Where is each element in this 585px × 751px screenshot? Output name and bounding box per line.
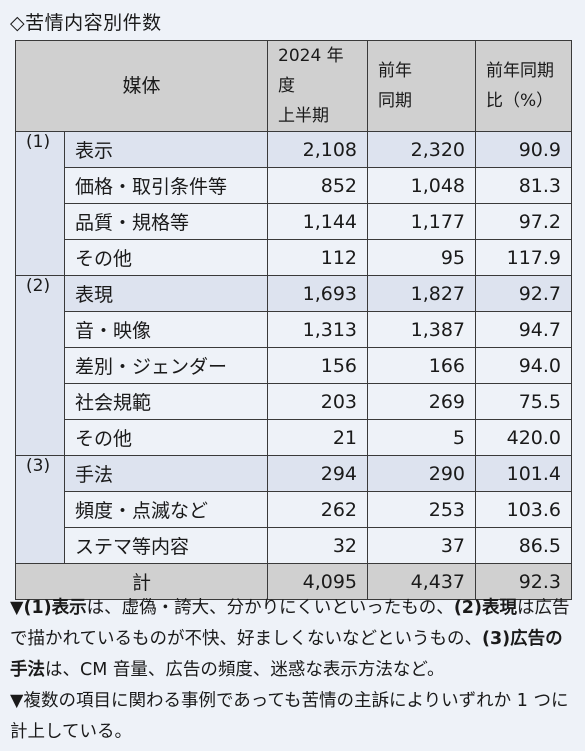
cell-current: 1,693 xyxy=(267,275,369,312)
cell-previous: 269 xyxy=(367,383,477,420)
header-current: 2024 年度 上半期 xyxy=(267,40,369,132)
total-row: 計 4,095 4,437 92.3 xyxy=(14,563,573,600)
note-text: は広告で描かれているものが不快、好ましくないなどというもの、 xyxy=(10,598,570,649)
cell-previous: 5 xyxy=(367,419,477,456)
row-label: ステマ等内容 xyxy=(63,527,269,564)
footnote-2: ▼複数の項目に関わる事例であっても苦情の主訴によりいずれか 1 つに計上している… xyxy=(10,691,569,742)
table-row: その他 112 95 117.9 xyxy=(16,239,573,276)
cell-ratio: 92.7 xyxy=(475,275,573,312)
cell-ratio: 86.5 xyxy=(475,527,573,564)
cell-previous: 253 xyxy=(367,491,477,528)
cell-ratio: 90.9 xyxy=(475,131,573,168)
total-previous: 4,437 xyxy=(367,563,477,600)
cell-ratio: 101.4 xyxy=(475,455,573,492)
table-row: その他 21 5 420.0 xyxy=(16,419,573,456)
cell-ratio: 420.0 xyxy=(475,419,573,456)
table-title: ◇苦情内容別件数 xyxy=(10,12,162,34)
header-ratio: 前年同期 比（%） xyxy=(475,40,573,132)
cell-current: 852 xyxy=(267,167,369,204)
category-row: (3) 手法 294 290 101.4 xyxy=(15,455,573,564)
header-previous: 前年 同期 xyxy=(367,40,477,132)
row-label: 差別・ジェンダー xyxy=(63,347,269,384)
header-ratio-line2: 比（%） xyxy=(486,91,554,111)
table-row: 社会規範 203 269 75.5 xyxy=(16,383,573,420)
cell-ratio: 97.2 xyxy=(475,203,573,240)
header-current-line2: 上半期 xyxy=(278,106,330,126)
row-label: その他 xyxy=(63,419,269,456)
table-row: 頻度・点滅など 262 253 103.6 xyxy=(16,491,573,528)
footnote-marker: ▼ xyxy=(10,598,24,618)
table-row: 差別・ジェンダー 156 166 94.0 xyxy=(16,347,573,384)
category-label: 表現 xyxy=(63,275,269,312)
cell-ratio: 81.3 xyxy=(475,167,573,204)
cell-previous: 1,048 xyxy=(367,167,477,204)
table-row: 品質・規格等 1,144 1,177 97.2 xyxy=(16,203,573,240)
cell-previous: 290 xyxy=(367,455,477,492)
note-term-expression: (2)表現 xyxy=(453,598,517,618)
row-label: 音・映像 xyxy=(63,311,269,348)
cell-current: 1,144 xyxy=(267,203,369,240)
cell-current: 112 xyxy=(267,239,369,276)
total-label: 計 xyxy=(14,563,269,600)
note-text: は、CM 音量、広告の頻度、迷惑な表示方法など。 xyxy=(45,660,445,680)
cell-current: 203 xyxy=(267,383,369,420)
category-row: (2) 表現 1,693 1,827 92.7 xyxy=(15,275,573,456)
cell-ratio: 94.0 xyxy=(475,347,573,384)
cell-ratio: 94.7 xyxy=(475,311,573,348)
footnote-1: ▼(1)表示は、虚偽・誇大、分かりにくいといったもの、(2)表現は広告で描かれて… xyxy=(10,593,580,686)
cell-current: 294 xyxy=(267,455,369,492)
group-index: (3) xyxy=(15,455,65,564)
cell-current: 2,108 xyxy=(267,131,369,168)
row-label: 頻度・点滅など xyxy=(63,491,269,528)
footnotes: ▼(1)表示は、虚偽・誇大、分かりにくいといったもの、(2)表現は広告で描かれて… xyxy=(10,593,580,748)
cell-current: 32 xyxy=(267,527,369,564)
row-label: 価格・取引条件等 xyxy=(63,167,269,204)
category-label: 手法 xyxy=(63,455,269,492)
cell-current: 1,313 xyxy=(267,311,369,348)
cell-previous: 37 xyxy=(367,527,477,564)
header-previous-line2: 同期 xyxy=(378,91,413,111)
table-row: ステマ等内容 32 37 86.5 xyxy=(16,527,573,564)
group-index: (1) xyxy=(15,131,65,276)
note-text: は、虚偽・誇大、分かりにくいといったもの、 xyxy=(86,598,454,618)
cell-current: 21 xyxy=(267,419,369,456)
row-label: 品質・規格等 xyxy=(63,203,269,240)
category-label: 表示 xyxy=(63,131,269,168)
cell-ratio: 117.9 xyxy=(475,239,573,276)
row-label: 社会規範 xyxy=(63,383,269,420)
cell-previous: 2,320 xyxy=(367,131,477,168)
total-ratio: 92.3 xyxy=(475,563,573,600)
group-index: (2) xyxy=(15,275,65,456)
cell-previous: 1,387 xyxy=(367,311,477,348)
header-media: 媒体 xyxy=(14,40,269,132)
row-label: その他 xyxy=(63,239,269,276)
cell-previous: 166 xyxy=(367,347,477,384)
cell-current: 262 xyxy=(267,491,369,528)
note-term-method: (3)広告の手法 xyxy=(10,629,563,680)
cell-current: 156 xyxy=(267,347,369,384)
table-row: 音・映像 1,313 1,387 94.7 xyxy=(16,311,573,348)
note-term-display: (1)表示 xyxy=(23,598,87,618)
table-row: 価格・取引条件等 852 1,048 81.3 xyxy=(16,167,573,204)
complaints-table: 媒体 2024 年度 上半期 前年 同期 前年同期 比（%） (1) 表示 2,… xyxy=(14,40,573,600)
header-ratio-line1: 前年同期 xyxy=(486,61,555,81)
cell-previous: 1,827 xyxy=(367,275,477,312)
category-row: (1) 表示 2,108 2,320 90.9 xyxy=(15,131,573,276)
cell-ratio: 75.5 xyxy=(475,383,573,420)
cell-previous: 95 xyxy=(367,239,477,276)
header-current-line1: 2024 年度 xyxy=(278,46,344,96)
cell-previous: 1,177 xyxy=(367,203,477,240)
header-previous-line1: 前年 xyxy=(378,61,413,81)
cell-ratio: 103.6 xyxy=(475,491,573,528)
header-row: 媒体 2024 年度 上半期 前年 同期 前年同期 比（%） xyxy=(14,40,573,132)
